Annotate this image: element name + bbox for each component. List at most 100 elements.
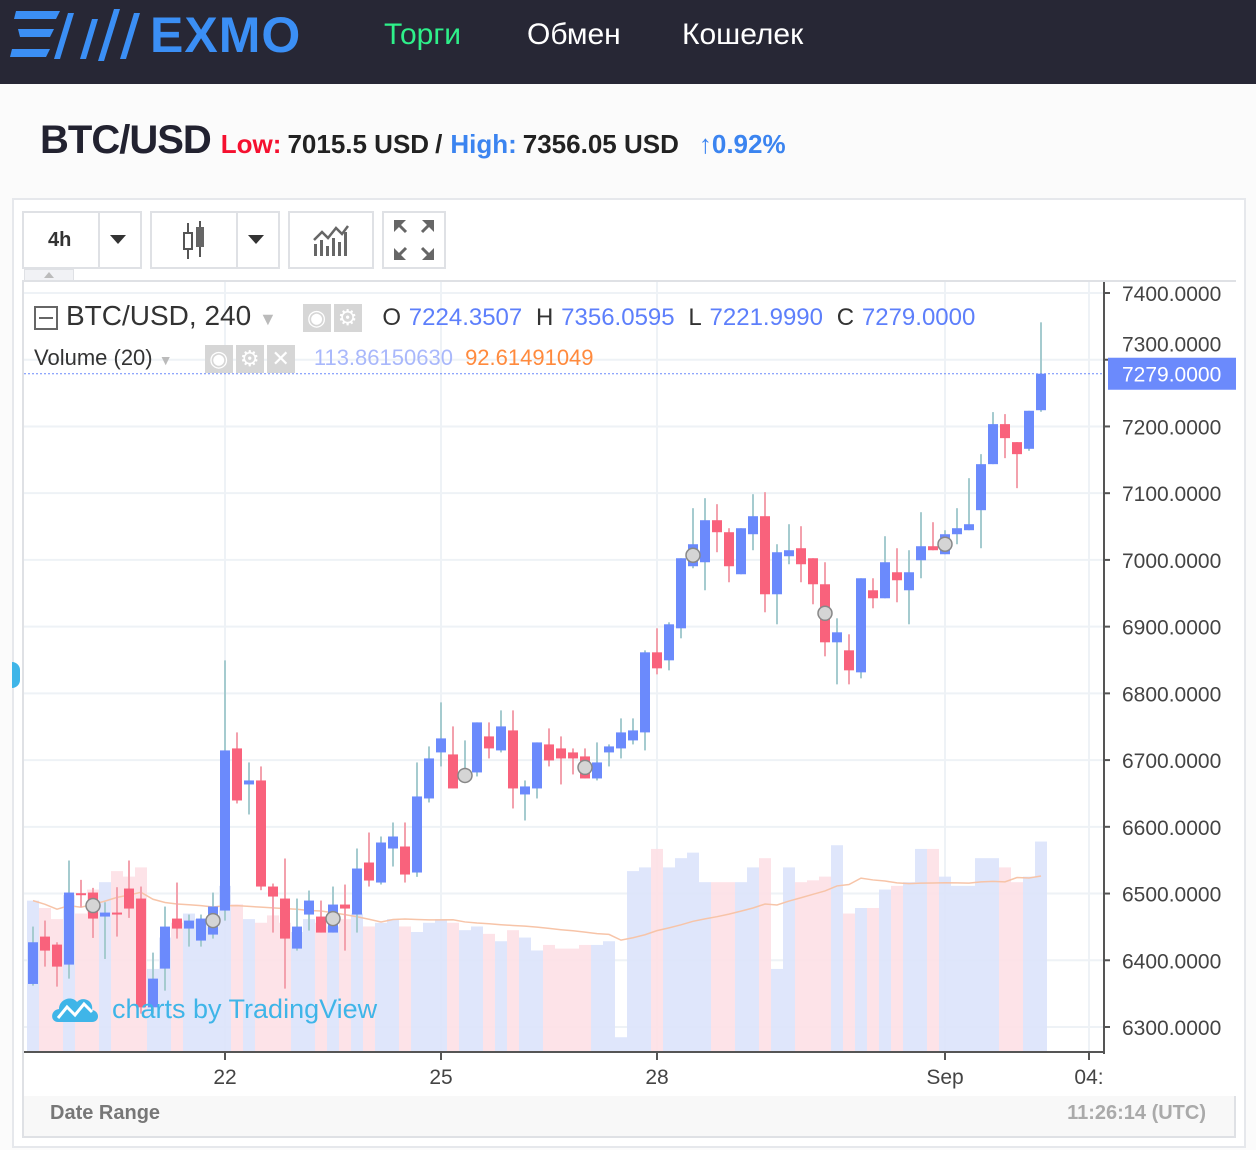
volume-bar — [711, 882, 723, 1052]
candle-body — [100, 912, 110, 917]
volume-bar — [927, 848, 939, 1052]
candle-body — [988, 424, 998, 465]
price-tick-label: 6500.0000 — [1122, 884, 1221, 907]
volume-bar — [351, 913, 363, 1052]
candle-body — [292, 926, 302, 949]
gear-icon[interactable]: ⚙ — [235, 345, 264, 374]
candle-body — [856, 578, 866, 673]
volume-bar — [879, 889, 891, 1052]
volume-bar — [651, 848, 663, 1052]
volume-bar — [303, 919, 315, 1052]
open-label: O — [382, 304, 402, 331]
volume-bar — [759, 858, 771, 1052]
volume-bar — [339, 919, 351, 1052]
chevron-down-icon[interactable] — [248, 235, 264, 244]
side-panel-toggle[interactable] — [12, 662, 20, 688]
eye-icon[interactable]: ◉ — [302, 303, 331, 332]
low-label: L — [688, 304, 702, 331]
chevron-down-icon[interactable] — [110, 235, 126, 244]
candle-body — [748, 516, 758, 535]
candle-body — [148, 978, 158, 1008]
time-tick-label: Sep — [926, 1066, 963, 1089]
volume-bar — [795, 882, 807, 1052]
event-marker — [685, 547, 701, 563]
volume-bar — [771, 968, 783, 1052]
volume-bar — [207, 926, 219, 1052]
nav-exchange[interactable]: Обмен — [527, 18, 621, 51]
candle-body — [304, 900, 314, 915]
candle-body — [892, 572, 902, 581]
interval-selector[interactable]: 4h — [22, 211, 142, 269]
date-range-button[interactable]: Date Range — [50, 1102, 161, 1124]
volume-bar — [231, 904, 243, 1052]
volume-bar — [1011, 882, 1023, 1052]
volume-bar — [411, 932, 423, 1052]
chart-type-selector[interactable] — [150, 211, 280, 269]
fullscreen-button[interactable] — [382, 211, 446, 269]
price-tick-label: 7200.0000 — [1122, 416, 1221, 439]
candle-body — [628, 730, 638, 741]
volume-bar — [951, 885, 963, 1052]
event-marker — [817, 605, 833, 622]
chevron-down-icon[interactable]: ▼ — [258, 309, 277, 329]
date-range-bar: Date Range 11:26:14 (UTC) — [24, 1096, 1234, 1136]
volume-bar — [291, 932, 303, 1052]
volume-bar — [831, 845, 843, 1052]
candle-body — [364, 862, 374, 881]
volume-bar — [543, 944, 555, 1052]
low-label: Low: — [220, 129, 282, 159]
volume-bar — [639, 867, 651, 1052]
gear-icon[interactable]: ⚙ — [333, 303, 362, 332]
candle-body — [40, 936, 50, 951]
volume-bar — [987, 858, 999, 1052]
volume-bar — [579, 944, 591, 1052]
price-tick-label: 6900.0000 — [1122, 617, 1221, 640]
series-title: BTC/USD, 240 — [66, 300, 252, 331]
volume-bar — [939, 876, 951, 1052]
candle-body — [448, 754, 458, 789]
nav-trade[interactable]: Торги — [384, 18, 462, 51]
candle-body — [952, 528, 962, 535]
close-value: 7279.0000 — [861, 304, 976, 331]
candle-body — [1024, 410, 1034, 449]
volume-bar — [555, 948, 567, 1052]
candle-body — [232, 748, 242, 801]
chevron-down-icon[interactable]: ▼ — [158, 352, 173, 368]
close-icon[interactable]: ✕ — [266, 345, 295, 374]
pair-title: BTC/USD — [40, 118, 212, 162]
tradingview-watermark[interactable]: charts by TradingView — [50, 992, 377, 1026]
nav-wallet[interactable]: Кошелек — [682, 18, 804, 51]
price-tick-label: 7300.0000 — [1122, 334, 1221, 357]
candle-body — [928, 546, 938, 551]
exmo-logo[interactable]: EXMO — [10, 6, 301, 64]
logo-text: EXMO — [150, 7, 302, 63]
volume-bar — [195, 919, 207, 1052]
collapse-legend-icon[interactable] — [34, 305, 58, 330]
price-tick-label: 6600.0000 — [1122, 817, 1221, 840]
candle-body — [808, 558, 818, 585]
eye-icon[interactable]: ◉ — [204, 345, 233, 374]
price-axis-bg — [1104, 282, 1236, 1096]
candle-body — [76, 893, 86, 896]
candle-body — [280, 898, 290, 939]
volume-bar — [819, 876, 831, 1052]
volume-bar — [387, 919, 399, 1052]
volume-bar — [435, 919, 447, 1052]
candle-body — [736, 528, 746, 575]
price-tick-label: 6400.0000 — [1122, 950, 1221, 973]
volume-bar — [999, 867, 1011, 1052]
volume-value: 113.86150630 — [313, 345, 453, 370]
change-value: 0.92% — [711, 129, 786, 159]
candle-body — [376, 842, 386, 883]
volume-bar — [807, 880, 819, 1052]
volume-bar — [255, 922, 267, 1052]
candle-body — [196, 918, 206, 941]
volume-bar — [855, 908, 867, 1052]
candle-body — [964, 524, 974, 531]
volume-bar — [447, 922, 459, 1052]
candle-body — [52, 944, 62, 967]
volume-bar — [963, 885, 975, 1052]
indicators-button[interactable] — [288, 211, 374, 269]
price-tick-label: 7000.0000 — [1122, 550, 1221, 573]
